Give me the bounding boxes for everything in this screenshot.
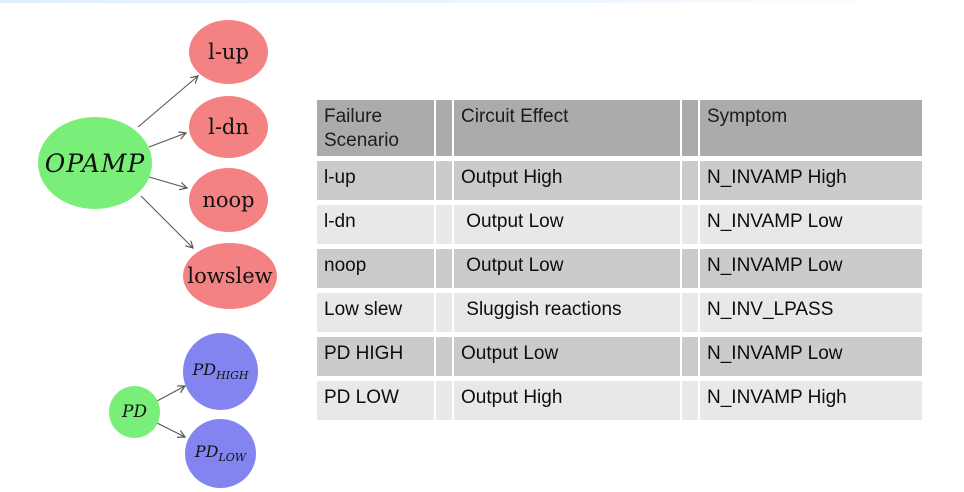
cell-effect: Output High — [454, 381, 680, 420]
cell-effect: Output High — [454, 161, 680, 200]
cell-scenario: l-up — [317, 161, 434, 200]
cell-effect: Output Low — [454, 337, 680, 376]
header-failure-scenario: Failure Scenario — [317, 100, 434, 156]
cell-spacer — [682, 293, 698, 332]
node-pd-high-subscript: HIGH — [216, 369, 249, 383]
cell-symptom: N_INV_LPASS — [700, 293, 922, 332]
node-pd-low-subscript: LOW — [218, 451, 247, 465]
cell-spacer — [436, 381, 452, 420]
top-edge-strip — [0, 0, 964, 3]
table-row: PD LOW Output High N_INVAMP High — [317, 381, 922, 420]
node-pd-high-label: PDHIGH — [192, 360, 249, 383]
node-opamp: OPAMP — [38, 117, 152, 209]
node-l-dn-label: l-dn — [208, 115, 249, 139]
table-row: PD HIGH Output Low N_INVAMP Low — [317, 337, 922, 376]
header-spacer-1 — [436, 100, 452, 156]
cell-scenario: Low slew — [317, 293, 434, 332]
cell-spacer — [682, 381, 698, 420]
cell-effect: Sluggish reactions — [454, 293, 680, 332]
cell-symptom: N_INVAMP Low — [700, 205, 922, 244]
table-row: noop Output Low N_INVAMP Low — [317, 249, 922, 288]
cell-symptom: N_INVAMP High — [700, 161, 922, 200]
failure-scenario-table: Failure Scenario Circuit Effect Symptom … — [315, 95, 924, 425]
cell-symptom: N_INVAMP Low — [700, 337, 922, 376]
node-lowslew: lowslew — [183, 243, 277, 309]
node-l-dn: l-dn — [189, 96, 268, 158]
cell-spacer — [682, 205, 698, 244]
node-pd-low: PDLOW — [185, 419, 256, 488]
diagram-arrows — [137, 0, 310, 492]
node-lowslew-label: lowslew — [187, 264, 273, 288]
node-pd: PD — [109, 386, 160, 438]
cell-spacer — [682, 161, 698, 200]
node-opamp-label: OPAMP — [44, 148, 146, 178]
table-header-row: Failure Scenario Circuit Effect Symptom — [317, 100, 922, 156]
node-noop: noop — [189, 168, 268, 232]
cell-spacer — [436, 337, 452, 376]
cell-spacer — [436, 161, 452, 200]
node-noop-label: noop — [202, 188, 255, 212]
cell-effect: Output Low — [454, 249, 680, 288]
table-row: l-up Output High N_INVAMP High — [317, 161, 922, 200]
node-pd-low-label: PDLOW — [194, 442, 247, 465]
cell-spacer — [436, 293, 452, 332]
cell-spacer — [436, 205, 452, 244]
table-row: l-dn Output Low N_INVAMP Low — [317, 205, 922, 244]
arrow-lines — [137, 76, 198, 437]
cell-scenario: noop — [317, 249, 434, 288]
node-l-up-label: l-up — [208, 40, 249, 64]
cell-spacer — [682, 337, 698, 376]
table-row: Low slew Sluggish reactions N_INV_LPASS — [317, 293, 922, 332]
cell-symptom: N_INVAMP Low — [700, 249, 922, 288]
cell-scenario: PD HIGH — [317, 337, 434, 376]
cell-spacer — [682, 249, 698, 288]
cell-spacer — [436, 249, 452, 288]
cell-scenario: l-dn — [317, 205, 434, 244]
cell-scenario: PD LOW — [317, 381, 434, 420]
node-pd-label: PD — [121, 402, 148, 422]
header-circuit-effect: Circuit Effect — [454, 100, 680, 156]
header-spacer-2 — [682, 100, 698, 156]
cell-symptom: N_INVAMP High — [700, 381, 922, 420]
header-symptom: Symptom — [700, 100, 922, 156]
cell-effect: Output Low — [454, 205, 680, 244]
node-l-up: l-up — [189, 20, 268, 84]
node-pd-high: PDHIGH — [183, 333, 258, 410]
